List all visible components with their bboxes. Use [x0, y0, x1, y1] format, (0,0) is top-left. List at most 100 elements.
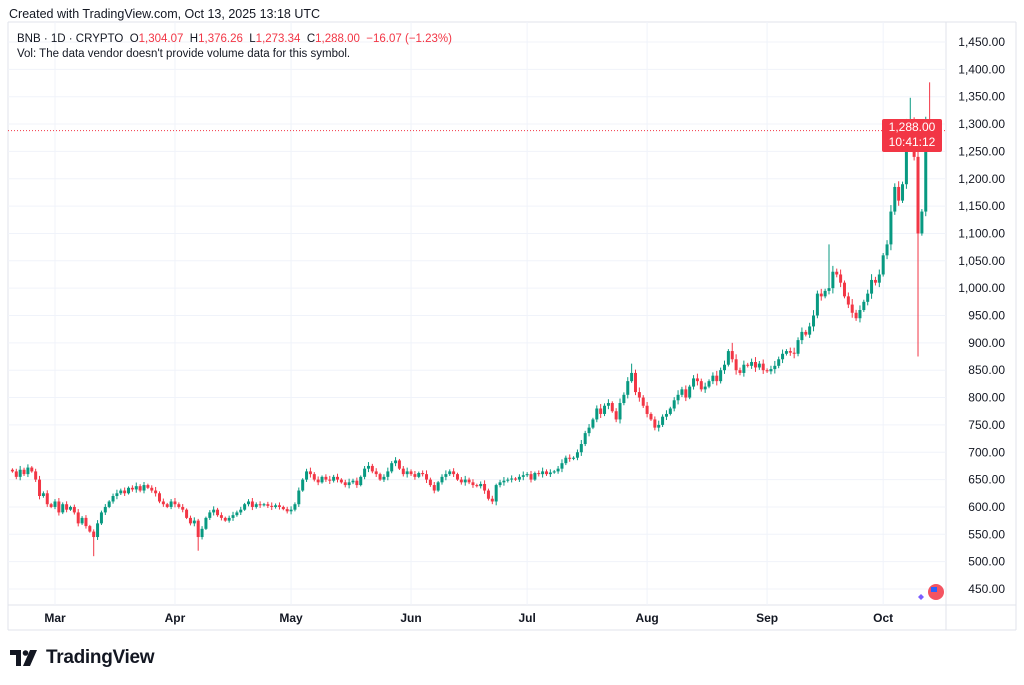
candle-body — [26, 467, 30, 475]
candle-body — [587, 427, 591, 434]
candle-body — [92, 531, 96, 538]
candle-body — [123, 490, 127, 494]
candle — [41, 491, 45, 498]
candle-body — [177, 504, 181, 507]
candle — [842, 280, 846, 299]
candle-body — [208, 512, 212, 518]
candle — [436, 480, 440, 492]
candle — [378, 472, 382, 481]
candle-body — [247, 501, 250, 505]
candle-body — [572, 457, 576, 459]
candle — [254, 502, 258, 509]
candle — [614, 408, 618, 423]
candle — [730, 342, 734, 363]
candle-body — [734, 359, 738, 371]
candle-body — [382, 476, 386, 480]
low-value: 1,273.34 — [255, 33, 301, 45]
candle — [196, 518, 200, 551]
candle-body — [827, 288, 831, 291]
candle — [552, 469, 556, 474]
candle-body — [30, 467, 34, 472]
candlestick-chart[interactable]: 450.00 500.00 550.00 600.00 650.00 700.00 750.… — [0, 0, 1024, 640]
candle-body — [688, 386, 692, 398]
candle — [370, 463, 374, 474]
candle — [421, 470, 425, 477]
candle-body — [730, 351, 734, 360]
candle-body — [614, 411, 618, 420]
candle — [72, 504, 76, 515]
candle — [363, 466, 367, 480]
candle — [305, 468, 309, 482]
candle — [463, 475, 467, 486]
candle-body — [583, 433, 587, 445]
candle-body — [80, 517, 84, 524]
candle-body — [142, 485, 146, 491]
candles — [8, 82, 946, 557]
candle-body — [568, 457, 572, 459]
candle-body — [130, 487, 134, 490]
candle — [355, 477, 359, 488]
candle-body — [606, 403, 610, 406]
candle — [413, 470, 417, 480]
candle — [459, 477, 463, 485]
candle-body — [277, 505, 281, 507]
candle-body — [753, 361, 757, 368]
candle-body — [556, 468, 560, 472]
candle-body — [668, 408, 672, 414]
candle — [812, 310, 816, 332]
candle — [231, 511, 235, 521]
candle-body — [552, 471, 556, 473]
candle — [390, 461, 394, 474]
candle — [154, 486, 158, 497]
candle — [877, 269, 881, 288]
candle — [819, 288, 823, 301]
candle-body — [308, 471, 312, 475]
candle — [394, 457, 398, 467]
candle-body — [885, 244, 889, 256]
candle — [227, 515, 231, 523]
candle-body — [428, 479, 432, 486]
candle-body — [672, 400, 676, 409]
candle — [107, 500, 111, 509]
price-tick-label: 450.00 — [968, 582, 1005, 596]
candle-body — [243, 504, 247, 510]
candle — [455, 472, 459, 481]
candle — [680, 386, 684, 398]
candle — [80, 516, 84, 525]
candle — [788, 347, 792, 356]
candle — [618, 398, 622, 424]
candle — [285, 506, 289, 514]
candle-body — [301, 479, 305, 491]
candle-body — [173, 501, 177, 505]
candle — [258, 501, 262, 508]
tradingview-logo[interactable]: TradingView — [10, 647, 155, 669]
candle — [575, 449, 579, 461]
candle-body — [537, 473, 541, 475]
price-tick-label: 1,350.00 — [958, 90, 1005, 104]
candle-body — [533, 473, 537, 480]
candle — [181, 504, 185, 513]
candle — [548, 469, 552, 478]
candle-body — [72, 506, 76, 513]
candle — [277, 502, 281, 510]
candle — [653, 416, 657, 431]
candle — [692, 375, 696, 390]
candle — [815, 290, 819, 319]
candle-body — [498, 482, 502, 486]
candle-body — [10, 469, 14, 472]
candle — [76, 509, 80, 527]
candle-body — [661, 416, 665, 425]
candle-body — [599, 408, 603, 414]
candle — [533, 471, 537, 481]
candle-body — [893, 186, 897, 212]
candle — [649, 412, 653, 421]
candle-body — [185, 509, 189, 518]
candle-body — [649, 413, 653, 420]
candle-body — [370, 465, 374, 472]
candle-body — [680, 389, 684, 395]
candle — [599, 404, 603, 418]
candle-body — [181, 506, 185, 510]
candle — [409, 469, 413, 476]
price-tick-label: 1,200.00 — [958, 172, 1005, 186]
candle — [556, 466, 560, 474]
